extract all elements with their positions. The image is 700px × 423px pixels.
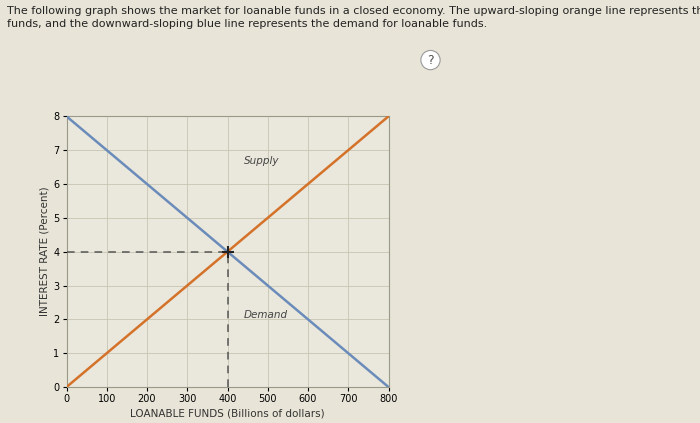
Y-axis label: INTEREST RATE (Percent): INTEREST RATE (Percent)	[39, 187, 49, 316]
X-axis label: LOANABLE FUNDS (Billions of dollars): LOANABLE FUNDS (Billions of dollars)	[130, 408, 325, 418]
Text: ?: ?	[427, 54, 434, 66]
Text: Demand: Demand	[244, 310, 288, 320]
Text: funds, and the downward-sloping blue line represents the demand for loanable fun: funds, and the downward-sloping blue lin…	[7, 19, 487, 29]
Text: Supply: Supply	[244, 156, 279, 166]
Text: The following graph shows the market for loanable funds in a closed economy. The: The following graph shows the market for…	[7, 6, 700, 16]
